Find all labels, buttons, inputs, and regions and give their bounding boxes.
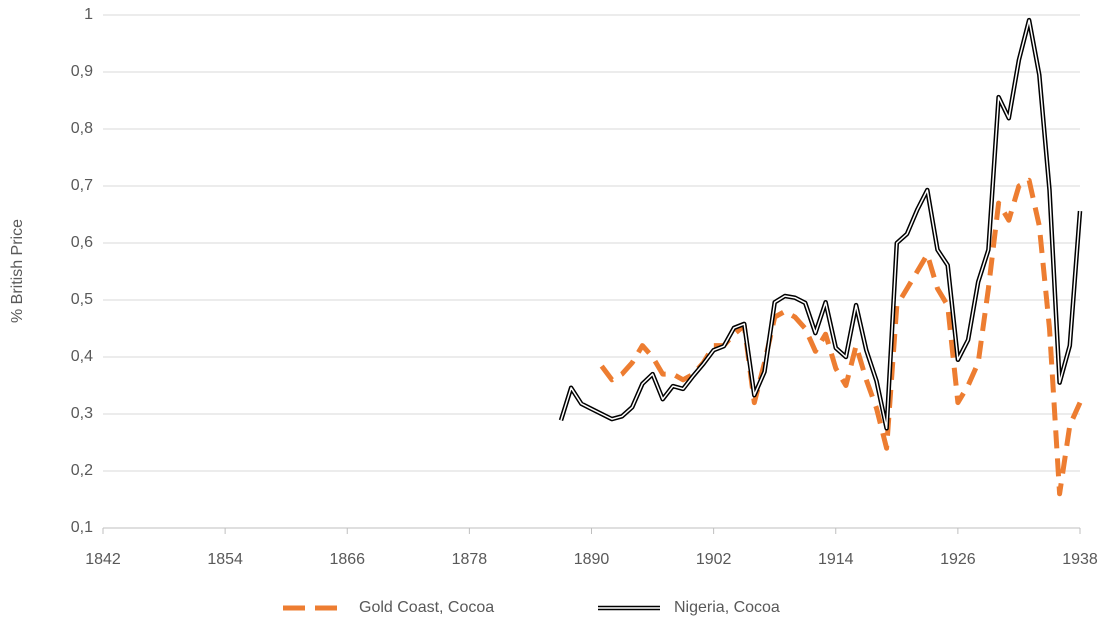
series-line bbox=[558, 17, 1083, 431]
y-tick-label: 0,9 bbox=[71, 63, 93, 80]
series-line bbox=[599, 177, 1083, 497]
y-tick-label: 0,5 bbox=[71, 291, 93, 308]
y-tick-label: 0,3 bbox=[71, 405, 93, 422]
y-tick-label: 0,7 bbox=[71, 177, 93, 194]
y-tick-label: 0,8 bbox=[71, 120, 93, 137]
y-tick-label: 0,1 bbox=[71, 519, 93, 536]
x-tick-label: 1914 bbox=[818, 551, 854, 568]
y-tick-label: 1 bbox=[84, 6, 93, 23]
x-tick-label: 1878 bbox=[452, 551, 488, 568]
legend-label: Nigeria, Cocoa bbox=[674, 599, 780, 616]
series-line-inner bbox=[560, 19, 1081, 430]
y-axis-label: % British Price bbox=[9, 219, 26, 323]
x-tick-label: 1902 bbox=[696, 551, 732, 568]
x-tick-label: 1938 bbox=[1062, 551, 1098, 568]
legend-label: Gold Coast, Cocoa bbox=[359, 599, 494, 616]
x-tick-label: 1890 bbox=[574, 551, 610, 568]
y-tick-label: 0,4 bbox=[71, 348, 93, 365]
x-tick-label: 1842 bbox=[85, 551, 121, 568]
x-tick-label: 1926 bbox=[940, 551, 976, 568]
y-tick-label: 0,6 bbox=[71, 234, 93, 251]
x-tick-label: 1854 bbox=[207, 551, 243, 568]
y-tick-label: 0,2 bbox=[71, 462, 93, 479]
x-tick-label: 1866 bbox=[329, 551, 365, 568]
